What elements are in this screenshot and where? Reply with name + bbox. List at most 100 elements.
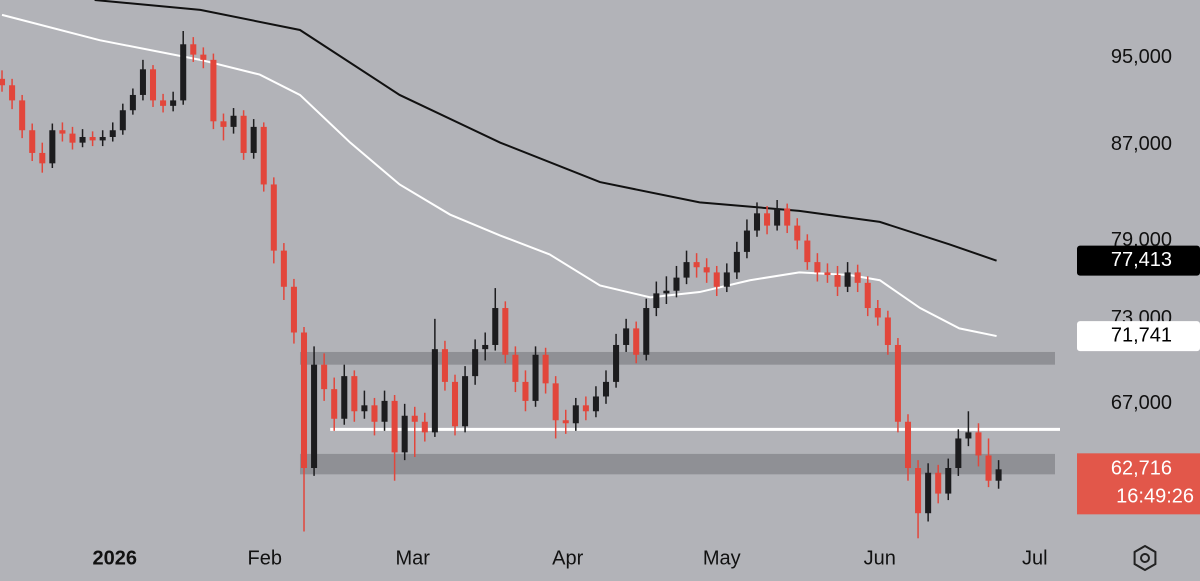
support-zone [299, 453, 1055, 475]
candle-body [39, 152, 46, 164]
candle-body [864, 282, 871, 309]
candle-body [421, 421, 428, 433]
candle-body [975, 432, 982, 456]
candle-body [29, 130, 36, 153]
candle-body [160, 100, 167, 106]
support-zone [299, 351, 1055, 365]
candle-body [129, 94, 136, 111]
candle-body [401, 415, 408, 453]
candle-body [19, 100, 26, 131]
candle-body [502, 308, 509, 355]
candle-body [713, 272, 720, 287]
candle-body [673, 277, 680, 291]
candle-body [381, 400, 388, 422]
candle-body [965, 432, 972, 439]
x-tick-label: 2026 [93, 547, 138, 569]
candle-body [391, 400, 398, 453]
candle-body [79, 136, 86, 143]
candle-body [995, 469, 1002, 481]
candle-body [290, 286, 297, 333]
countdown-label: 16:49:26 [1116, 486, 1194, 508]
candle-body [119, 110, 126, 131]
candle-body [250, 126, 257, 153]
candle-body [663, 290, 670, 294]
candle-body [572, 405, 579, 424]
y-tick-label: 67,000 [1111, 392, 1172, 414]
candle-body [733, 251, 740, 273]
hexagon [1133, 544, 1157, 572]
candle-body [633, 328, 640, 355]
candle-body [482, 344, 489, 350]
candle-body [260, 126, 267, 185]
y-tick-label: 79,000 [1111, 229, 1172, 251]
candle-body [99, 136, 106, 141]
settings-icon[interactable] [1133, 544, 1157, 572]
candle-body [371, 405, 378, 422]
candle-body [683, 262, 690, 278]
y-tick-label: 87,000 [1111, 133, 1172, 155]
candle-body [270, 184, 277, 251]
x-tick-label: Mar [395, 547, 430, 569]
candle-body [200, 54, 207, 60]
candle-body [512, 354, 519, 382]
candle-body [582, 405, 589, 412]
x-tick-label: Jun [864, 547, 896, 569]
candle-body [341, 376, 348, 419]
candle-body [109, 130, 116, 137]
candle-body [985, 455, 992, 481]
candle-body [925, 472, 932, 514]
candle-body [220, 121, 227, 127]
price-label: 77,413 [1111, 249, 1172, 271]
price-label-box [1077, 245, 1200, 276]
candle-body [955, 438, 962, 469]
candle-body [431, 349, 438, 433]
candle-body [311, 364, 318, 469]
candle-body [240, 115, 247, 153]
candle-body [915, 468, 922, 514]
candle-body [451, 381, 459, 427]
candle-body [894, 344, 901, 422]
candle-body [693, 262, 700, 268]
candle-body [149, 69, 157, 101]
x-tick-label: Jul [1022, 547, 1048, 569]
candle-body [945, 468, 952, 494]
candle-body [190, 44, 197, 55]
hexagon-center [1140, 553, 1150, 563]
candle-body [9, 85, 16, 101]
candle-body [300, 332, 308, 469]
candle-body [804, 240, 811, 263]
candle-body [774, 208, 781, 226]
candle-body [874, 308, 881, 318]
candle-body [492, 308, 499, 345]
candle-body [653, 293, 660, 309]
candle-body [794, 225, 801, 241]
x-tick-label: Apr [552, 547, 583, 569]
candle-body [49, 130, 56, 164]
candle-body [180, 44, 187, 101]
candle-body [441, 349, 448, 382]
candle-body [623, 328, 630, 345]
candle-body [602, 381, 610, 397]
last-price-label: 62,716 [1111, 458, 1172, 480]
candle-body [59, 130, 66, 134]
candle-body [904, 421, 912, 469]
candle-body [351, 376, 358, 412]
candle-body [824, 272, 831, 276]
candle-body [935, 472, 942, 494]
moving-average [1, 13, 997, 338]
candle-body [280, 250, 287, 287]
candle-body [643, 308, 650, 355]
candle-body [210, 59, 217, 122]
candle-body [532, 354, 539, 401]
candle-body [784, 208, 791, 226]
candle-body [139, 69, 146, 95]
y-tick-label: 95,000 [1111, 46, 1172, 68]
candle-body [884, 317, 891, 345]
candle-body [562, 420, 569, 424]
candle-body [764, 213, 771, 226]
candle-body [814, 262, 821, 273]
x-tick-label: Feb [248, 547, 282, 569]
candle-body [753, 213, 761, 231]
